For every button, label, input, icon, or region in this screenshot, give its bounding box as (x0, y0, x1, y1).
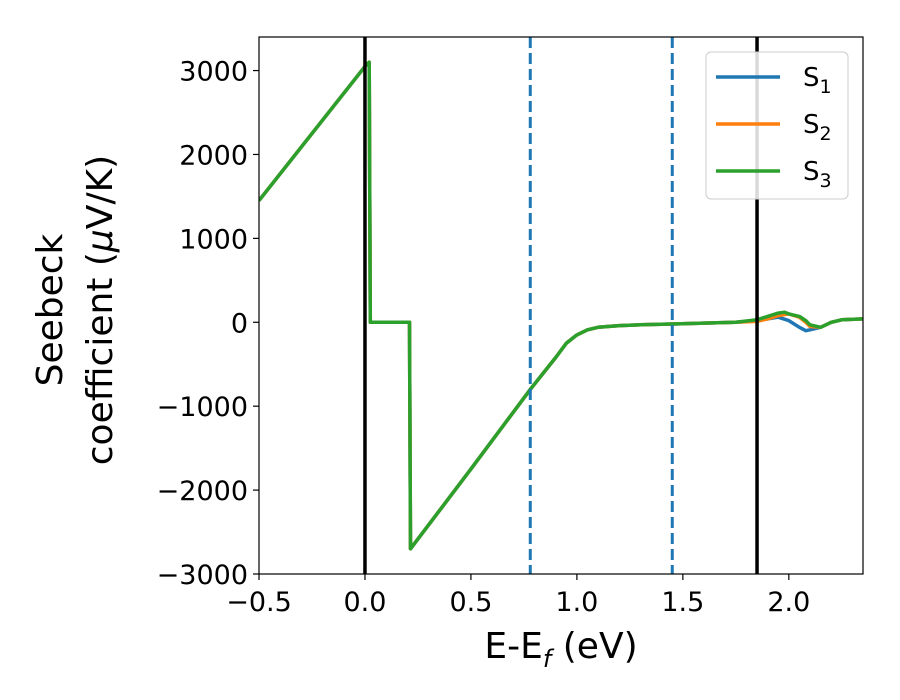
x-axis-title-main: E-E (484, 626, 542, 667)
series-layer (259, 60, 863, 551)
x-tick-label: 0.5 (449, 587, 492, 618)
series-line-s3 (259, 60, 863, 551)
y-axis-title-unit: V/K) (80, 155, 121, 229)
x-tick-label: 0.0 (343, 587, 386, 618)
vline-layer (363, 37, 759, 574)
y-axis-title-line2: coefficient (μV/K) (80, 155, 121, 465)
x-ticks: −0.5 0.0 0.5 1.0 1.5 2.0 (226, 574, 810, 618)
legend-label-s3: S3 (803, 157, 832, 192)
y-axis-title-mu: μ (80, 229, 121, 253)
y-tick-label: 0 (231, 308, 248, 339)
plot-frame (258, 36, 864, 575)
legend: S1 S2 S3 (705, 51, 849, 200)
x-axis-title: E-Ef (eV) (484, 626, 637, 673)
y-tick-label: 3000 (179, 57, 248, 88)
y-tick-label: −3000 (157, 560, 248, 591)
y-axis-title-line1: Seebeck (30, 233, 71, 386)
x-axis-title-unit: (eV) (551, 626, 637, 667)
legend-label-s1: S1 (803, 63, 832, 98)
x-tick-label: 1.5 (661, 587, 704, 618)
x-tick-label: 1.0 (555, 587, 598, 618)
y-tick-label: −2000 (157, 476, 248, 507)
y-tick-label: 2000 (179, 140, 248, 171)
x-tick-label: 2.0 (767, 587, 810, 618)
y-tick-label: 1000 (179, 224, 248, 255)
y-axis-title-prefix: coefficient ( (80, 252, 121, 465)
y-ticks: −3000 −2000 −1000 0 1000 2000 3000 (157, 57, 259, 591)
y-tick-label: −1000 (157, 392, 248, 423)
legend-label-s2: S2 (803, 110, 832, 145)
x-tick-label: −0.5 (226, 587, 292, 618)
